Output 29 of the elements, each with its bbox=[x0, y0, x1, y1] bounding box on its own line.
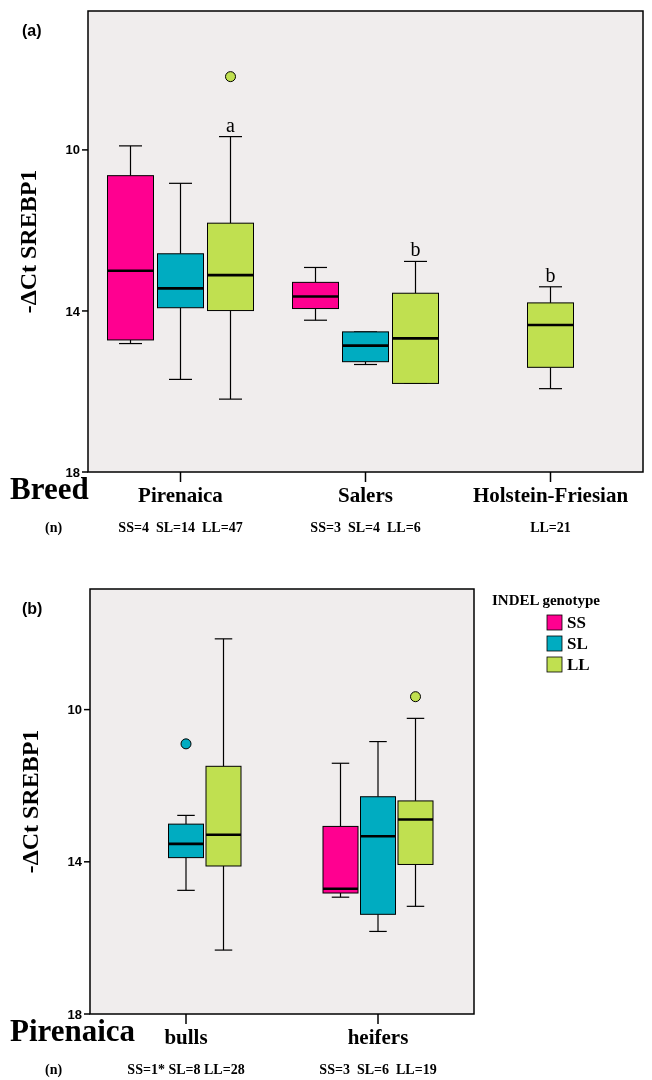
y-tick-label: 14 bbox=[65, 303, 81, 319]
text: SS=1* SL=8 LL=28 bbox=[127, 1062, 245, 1077]
x-tick-label: Pirenaica bbox=[138, 483, 224, 507]
annotation: b bbox=[545, 263, 556, 286]
text: (n) bbox=[45, 520, 63, 536]
y-axis-title: -ΔCt SREBP1 bbox=[17, 729, 43, 874]
text: SS=3 SL=4 LL=6 bbox=[310, 520, 421, 535]
y-tick-label: 18 bbox=[67, 1006, 82, 1022]
annotation: b bbox=[410, 238, 421, 261]
text: SS=3 SL=6 LL=19 bbox=[319, 1062, 437, 1077]
legend-label: SS bbox=[567, 613, 586, 632]
x-tick-label: Holstein-Friesian bbox=[472, 483, 629, 507]
legend-title: INDEL genotype bbox=[492, 592, 601, 608]
text: (b) bbox=[22, 600, 43, 617]
y-tick-label: 14 bbox=[67, 854, 83, 870]
text: SS=4 SL=14 LL=47 bbox=[118, 520, 243, 535]
y-tick-label: 18 bbox=[65, 464, 80, 480]
y-axis-title: -ΔCt SREBP1 bbox=[15, 169, 41, 314]
x-tick-label: bulls bbox=[164, 1025, 208, 1049]
annotation: a bbox=[226, 113, 236, 136]
x-tick-label: heifers bbox=[347, 1025, 409, 1049]
x-tick-label: Salers bbox=[338, 483, 393, 507]
legend-label: LL bbox=[567, 655, 590, 674]
y-tick-label: 10 bbox=[67, 702, 82, 718]
text: (a) bbox=[22, 22, 42, 39]
text: LL=21 bbox=[530, 520, 571, 535]
text: (n) bbox=[45, 1062, 63, 1078]
y-tick-label: 10 bbox=[65, 142, 80, 158]
legend-label: SL bbox=[567, 634, 588, 653]
